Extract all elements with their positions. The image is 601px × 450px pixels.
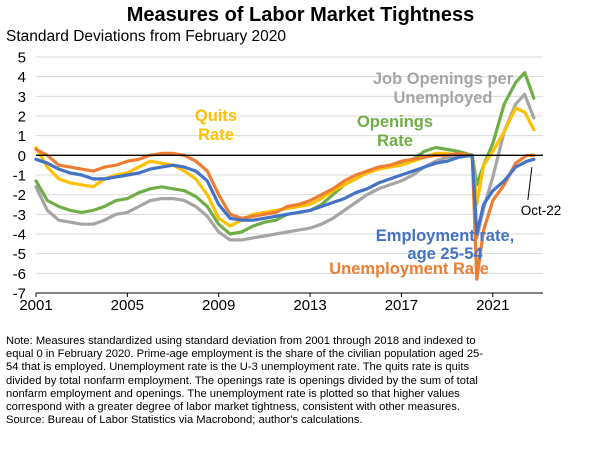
series-label: Rate xyxy=(377,132,413,150)
note-line: correspond with a greater degree of labo… xyxy=(6,401,460,414)
series-label: Rate xyxy=(198,126,234,144)
note-line: 54 that is employed. Unemployment rate i… xyxy=(6,361,470,374)
note-line: equal 0 in February 2020. Prime-age empl… xyxy=(6,348,483,361)
y-tick-label: 3 xyxy=(18,89,26,106)
x-tick-label: 2001 xyxy=(19,297,52,314)
note-line: Note: Measures standardized using standa… xyxy=(6,335,476,347)
series-label: Employment rate, xyxy=(376,227,514,245)
y-tick-label: -3 xyxy=(13,207,26,224)
y-tick-label: -6 xyxy=(13,266,26,283)
x-tick-label: 2013 xyxy=(293,297,326,314)
y-tick-label: 0 xyxy=(18,148,26,165)
annotation-leader xyxy=(527,167,533,201)
chart-subtitle: Standard Deviations from February 2020 xyxy=(6,28,287,45)
series-label: Unemployment Rate xyxy=(329,260,489,278)
series-label: Job Openings per xyxy=(373,70,514,88)
y-tick-label: 5 xyxy=(18,50,26,67)
series-line xyxy=(34,153,536,236)
y-tick-label: -5 xyxy=(13,246,26,263)
x-tick-label: 2009 xyxy=(202,297,235,314)
chart-title: Measures of Labor Market Tightness xyxy=(126,4,475,26)
y-tick-label: -1 xyxy=(13,168,26,185)
y-tick-label: -2 xyxy=(13,187,26,204)
note-line: nonfarm employment and openings. The une… xyxy=(6,387,460,400)
y-tick-label: -7 xyxy=(13,286,26,303)
x-tick-label: 2017 xyxy=(385,297,418,314)
y-tick-label: 2 xyxy=(18,109,26,126)
chart-note: Note: Measures standardized using standa… xyxy=(6,335,598,427)
grid-layer xyxy=(36,56,543,294)
series-label: Quits xyxy=(195,107,237,125)
series-line xyxy=(34,147,536,281)
series-label: Unemployed xyxy=(393,89,492,107)
y-tick-label: -4 xyxy=(13,227,26,244)
series-label: age 25-54 xyxy=(407,245,483,263)
annotation-oct22: Oct-22 xyxy=(521,203,562,218)
y-tick-label: 4 xyxy=(18,69,26,86)
x-tick-label: 2005 xyxy=(111,297,144,314)
series-label: Openings xyxy=(357,113,433,131)
note-line: divided by total nonfarm employment. The… xyxy=(6,374,478,387)
note-line: Source: Bureau of Labor Statistics via M… xyxy=(6,414,363,427)
y-tick-label: 1 xyxy=(18,128,26,145)
x-tick-label: 2021 xyxy=(476,297,509,314)
